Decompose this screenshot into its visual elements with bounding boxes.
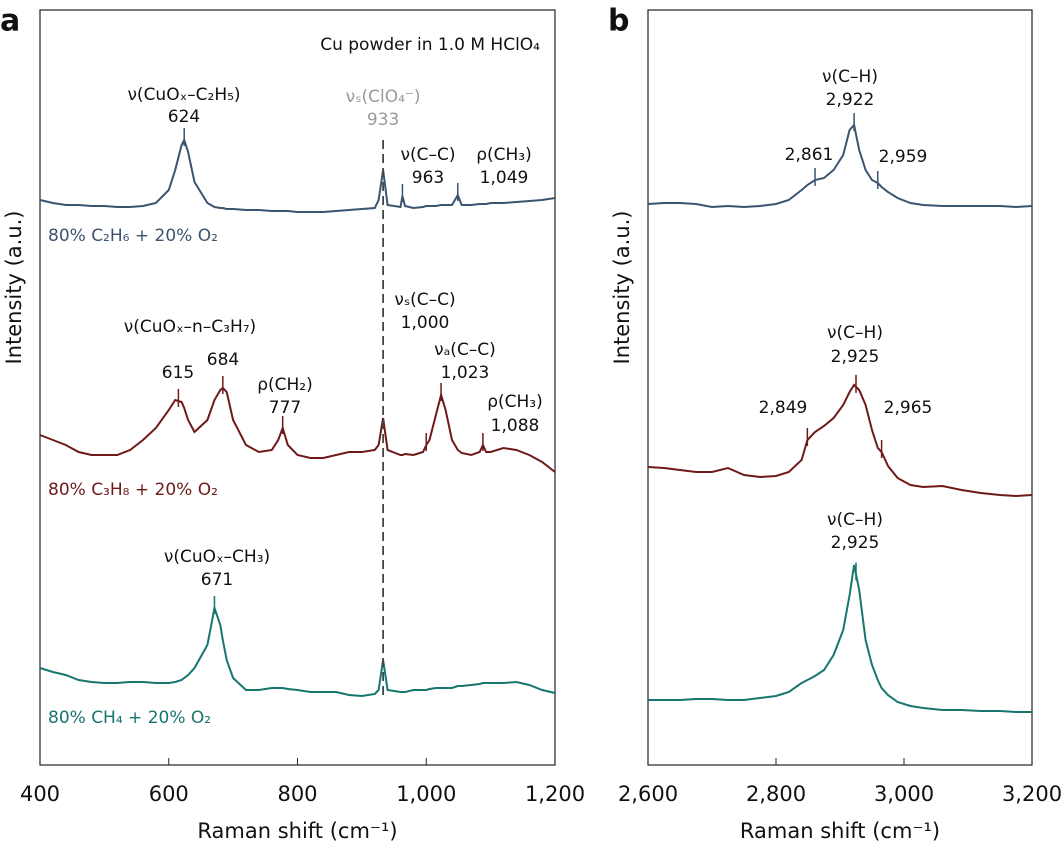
peak-position: 1,049 [480, 168, 529, 188]
plot-frame [647, 9, 1033, 766]
peak-assignment: ν(CuOₓ–CH₃) [164, 547, 270, 567]
peak-position: 2,925 [831, 347, 880, 367]
peak-assignment: ν(CuOₓ–n–C₃H₇) [124, 317, 256, 337]
peak-assignment: ν(CuOₓ–C₂H₅) [127, 85, 240, 105]
peak-assignment: ν(C–C) [400, 145, 455, 165]
spectrum [39, 137, 556, 213]
series-label: 80% C₂H₆ + 20% O₂ [48, 226, 218, 246]
peak-position: 2,959 [879, 147, 928, 167]
peak-assignment: νₐ(C–C) [434, 340, 496, 360]
peak-assignment: ν(C–H) [827, 323, 883, 343]
peak-assignment: ν(C–H) [822, 67, 878, 87]
x-tick-label: 1,000 [396, 782, 456, 806]
panel-label: b [608, 4, 629, 39]
series-label: 80% CH₄ + 20% O₂ [48, 708, 211, 728]
peak-position: 1,088 [491, 416, 540, 436]
peak-position: 1,000 [401, 313, 450, 333]
peak-position: 963 [412, 168, 444, 188]
peak-assignment: ν(C–H) [827, 510, 883, 530]
spectrum [39, 386, 556, 473]
peak-position: 2,861 [785, 145, 834, 165]
peak-assignment: ρ(CH₃) [476, 145, 532, 165]
peak-position: 671 [201, 570, 233, 590]
peak-assignment: ρ(CH₃) [487, 392, 543, 412]
x-axis-label: Raman shift (cm⁻¹) [740, 819, 940, 843]
x-tick-label: 3,000 [874, 782, 934, 806]
reference-label: νₛ(ClO₄⁻) [346, 87, 421, 107]
peak-position: 2,965 [884, 398, 933, 418]
peak-position: 1,023 [441, 363, 490, 383]
x-tick-label: 600 [149, 782, 189, 806]
note: Cu powder in 1.0 M HClO₄ [320, 35, 540, 55]
x-tick-label: 2,600 [618, 782, 678, 806]
x-axis-label: Raman shift (cm⁻¹) [197, 819, 397, 843]
series-label: 80% C₃H₈ + 20% O₂ [48, 480, 218, 500]
peak-position: 777 [269, 398, 301, 418]
y-axis-label: Intensity (a.u.) [2, 211, 26, 365]
spectrum [648, 564, 1032, 713]
peak-position: 2,925 [831, 533, 880, 553]
x-tick-label: 400 [20, 782, 60, 806]
y-axis-label: Intensity (a.u.) [610, 211, 634, 365]
peak-position: 624 [168, 107, 200, 127]
peak-position: 2,922 [826, 90, 875, 110]
peak-position: 2,849 [759, 398, 808, 418]
panel-label: a [0, 4, 20, 39]
x-tick-label: 1,200 [525, 782, 585, 806]
spectrum [647, 122, 1033, 209]
peak-position: 684 [207, 350, 239, 370]
reference-value: 933 [367, 110, 399, 130]
x-tick-label: 800 [277, 782, 317, 806]
peak-position: 615 [162, 363, 194, 383]
spectrum [647, 383, 1033, 498]
x-tick-label: 3,200 [1002, 782, 1062, 806]
peak-assignment: νₛ(C–C) [394, 290, 455, 310]
x-tick-label: 2,800 [746, 782, 806, 806]
spectrum [39, 604, 556, 698]
peak-assignment: ρ(CH₂) [257, 375, 313, 395]
